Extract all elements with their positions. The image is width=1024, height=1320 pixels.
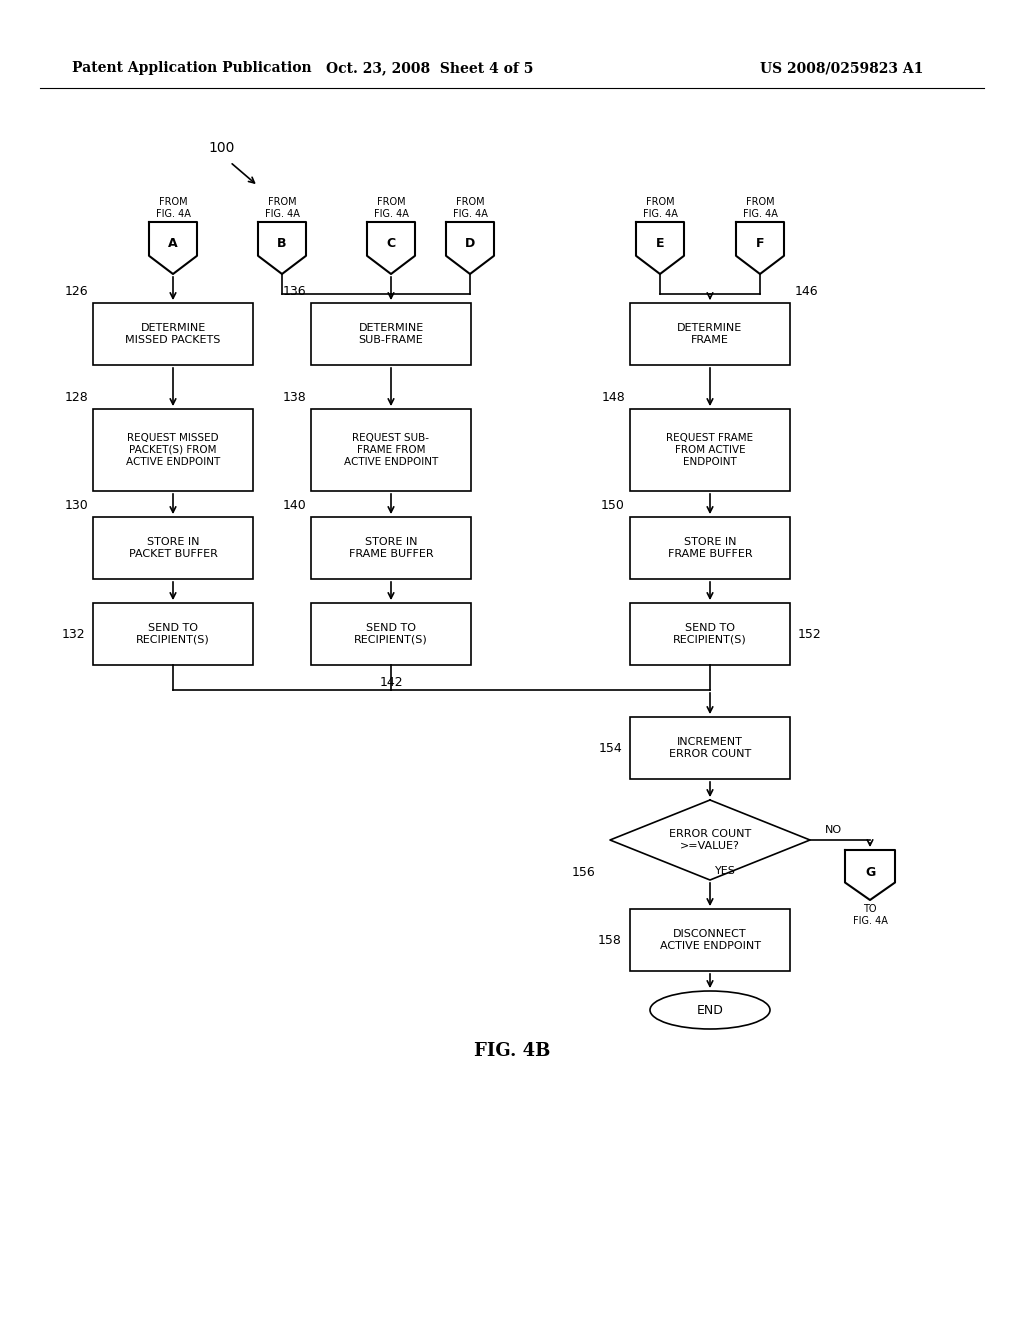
Text: 154: 154 bbox=[598, 742, 622, 755]
Text: FROM
FIG. 4A: FROM FIG. 4A bbox=[453, 198, 487, 219]
Text: 158: 158 bbox=[598, 933, 622, 946]
FancyBboxPatch shape bbox=[630, 717, 790, 779]
Polygon shape bbox=[736, 222, 784, 275]
Polygon shape bbox=[845, 850, 895, 900]
Text: 146: 146 bbox=[795, 285, 818, 298]
FancyBboxPatch shape bbox=[93, 603, 253, 665]
Text: Oct. 23, 2008  Sheet 4 of 5: Oct. 23, 2008 Sheet 4 of 5 bbox=[327, 61, 534, 75]
Polygon shape bbox=[150, 222, 197, 275]
Text: REQUEST SUB-
FRAME FROM
ACTIVE ENDPOINT: REQUEST SUB- FRAME FROM ACTIVE ENDPOINT bbox=[344, 433, 438, 466]
Text: B: B bbox=[278, 238, 287, 251]
Text: 126: 126 bbox=[65, 285, 88, 298]
Text: 152: 152 bbox=[798, 627, 821, 640]
Text: 142: 142 bbox=[379, 676, 402, 689]
Text: A: A bbox=[168, 238, 178, 251]
Text: DETERMINE
MISSED PACKETS: DETERMINE MISSED PACKETS bbox=[125, 323, 221, 345]
FancyBboxPatch shape bbox=[311, 409, 471, 491]
Text: FROM
FIG. 4A: FROM FIG. 4A bbox=[264, 198, 299, 219]
Text: SEND TO
RECIPIENT(S): SEND TO RECIPIENT(S) bbox=[673, 623, 746, 644]
Polygon shape bbox=[610, 800, 810, 880]
Text: 136: 136 bbox=[283, 285, 306, 298]
FancyBboxPatch shape bbox=[311, 603, 471, 665]
Text: FROM
FIG. 4A: FROM FIG. 4A bbox=[156, 198, 190, 219]
Text: 132: 132 bbox=[61, 627, 85, 640]
FancyBboxPatch shape bbox=[630, 517, 790, 579]
Text: SEND TO
RECIPIENT(S): SEND TO RECIPIENT(S) bbox=[136, 623, 210, 644]
Text: TO
FIG. 4A: TO FIG. 4A bbox=[853, 904, 888, 925]
Polygon shape bbox=[636, 222, 684, 275]
Text: SEND TO
RECIPIENT(S): SEND TO RECIPIENT(S) bbox=[354, 623, 428, 644]
Text: END: END bbox=[696, 1003, 723, 1016]
FancyBboxPatch shape bbox=[93, 409, 253, 491]
Text: DISCONNECT
ACTIVE ENDPOINT: DISCONNECT ACTIVE ENDPOINT bbox=[659, 929, 761, 950]
Text: FROM
FIG. 4A: FROM FIG. 4A bbox=[742, 198, 777, 219]
FancyBboxPatch shape bbox=[630, 909, 790, 972]
Text: 138: 138 bbox=[283, 391, 306, 404]
Text: 156: 156 bbox=[571, 866, 595, 879]
FancyBboxPatch shape bbox=[93, 304, 253, 366]
Text: FIG. 4B: FIG. 4B bbox=[474, 1041, 550, 1060]
Text: STORE IN
FRAME BUFFER: STORE IN FRAME BUFFER bbox=[349, 537, 433, 558]
Text: D: D bbox=[465, 238, 475, 251]
FancyBboxPatch shape bbox=[630, 304, 790, 366]
Text: INCREMENT
ERROR COUNT: INCREMENT ERROR COUNT bbox=[669, 737, 752, 759]
Text: NO: NO bbox=[825, 825, 842, 836]
Text: 140: 140 bbox=[283, 499, 306, 512]
Text: REQUEST FRAME
FROM ACTIVE
ENDPOINT: REQUEST FRAME FROM ACTIVE ENDPOINT bbox=[667, 433, 754, 466]
Text: E: E bbox=[655, 238, 665, 251]
Text: STORE IN
FRAME BUFFER: STORE IN FRAME BUFFER bbox=[668, 537, 753, 558]
Text: FROM
FIG. 4A: FROM FIG. 4A bbox=[374, 198, 409, 219]
Polygon shape bbox=[258, 222, 306, 275]
Text: REQUEST MISSED
PACKET(S) FROM
ACTIVE ENDPOINT: REQUEST MISSED PACKET(S) FROM ACTIVE END… bbox=[126, 433, 220, 466]
Text: DETERMINE
FRAME: DETERMINE FRAME bbox=[677, 323, 742, 345]
Text: DETERMINE
SUB-FRAME: DETERMINE SUB-FRAME bbox=[358, 323, 424, 345]
Text: 150: 150 bbox=[601, 499, 625, 512]
FancyBboxPatch shape bbox=[630, 603, 790, 665]
FancyBboxPatch shape bbox=[311, 517, 471, 579]
Text: 100: 100 bbox=[209, 141, 236, 154]
Polygon shape bbox=[367, 222, 415, 275]
Text: FROM
FIG. 4A: FROM FIG. 4A bbox=[643, 198, 678, 219]
FancyBboxPatch shape bbox=[93, 517, 253, 579]
Text: Patent Application Publication: Patent Application Publication bbox=[72, 61, 311, 75]
Text: F: F bbox=[756, 238, 764, 251]
Text: US 2008/0259823 A1: US 2008/0259823 A1 bbox=[760, 61, 924, 75]
Text: 130: 130 bbox=[65, 499, 88, 512]
Text: ERROR COUNT
>=VALUE?: ERROR COUNT >=VALUE? bbox=[669, 829, 752, 851]
Polygon shape bbox=[446, 222, 494, 275]
Text: YES: YES bbox=[715, 866, 735, 876]
Ellipse shape bbox=[650, 991, 770, 1030]
Text: C: C bbox=[386, 238, 395, 251]
Text: G: G bbox=[865, 866, 876, 879]
Text: 128: 128 bbox=[65, 391, 88, 404]
Text: 148: 148 bbox=[601, 391, 625, 404]
Text: STORE IN
PACKET BUFFER: STORE IN PACKET BUFFER bbox=[129, 537, 217, 558]
FancyBboxPatch shape bbox=[630, 409, 790, 491]
FancyBboxPatch shape bbox=[311, 304, 471, 366]
